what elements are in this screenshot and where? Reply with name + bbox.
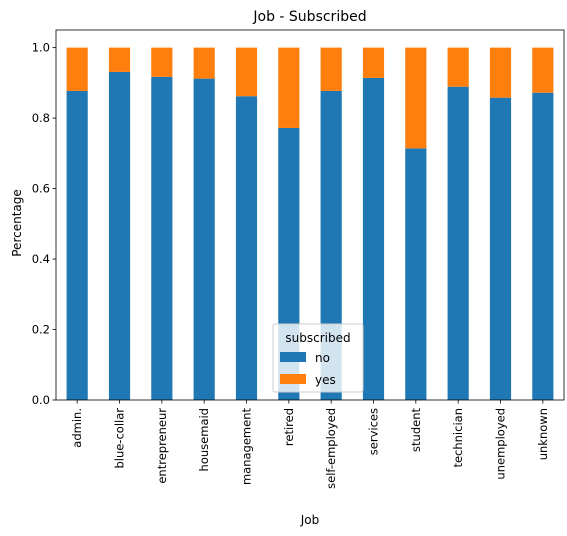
x-tick-label: blue-collar: [113, 408, 127, 469]
x-tick-label: unemployed: [494, 408, 508, 480]
bar-yes-services: [362, 47, 385, 78]
bar-yes-unknown: [532, 47, 554, 93]
y-tick-label: 0.6: [32, 182, 50, 196]
bars-layer: [66, 47, 554, 401]
x-axis-label: Job: [300, 513, 320, 527]
legend-title: subscribed: [285, 331, 350, 345]
bar-yes-self-employed: [320, 47, 342, 91]
bar-yes-admin: [66, 47, 88, 91]
bar-no-technician: [447, 86, 469, 400]
y-tick-label: 0.4: [32, 252, 50, 266]
y-axis-label: Percentage: [10, 189, 24, 257]
bar-no-management: [235, 96, 258, 400]
axes-layer: [55, 29, 565, 401]
bar-no-self-employed: [320, 90, 342, 401]
y-tick-label: 0.0: [32, 393, 50, 407]
x-tick-label: unknown: [536, 408, 550, 460]
x-tick-label: management: [240, 408, 254, 486]
x-tick-label: admin.: [70, 408, 84, 448]
bar-no-blue-collar: [108, 71, 131, 401]
legend-label-no: no: [315, 351, 330, 365]
bar-yes-student: [405, 47, 427, 149]
bar-yes-retired: [278, 47, 300, 128]
bar-yes-technician: [447, 47, 469, 87]
bar-yes-blue-collar: [108, 47, 131, 72]
legend-label-yes: yes: [315, 373, 336, 387]
bar-no-student: [405, 148, 427, 400]
bar-no-admin: [66, 90, 88, 401]
bar-no-housemaid: [193, 78, 215, 400]
bar-no-unknown: [532, 92, 554, 400]
chart-title: Job - Subscribed: [252, 9, 366, 25]
bar-yes-management: [235, 47, 258, 97]
x-tick-label: services: [367, 408, 381, 455]
x-tick-label: technician: [451, 408, 465, 468]
bar-no-unemployed: [489, 97, 512, 400]
bar-no-services: [362, 77, 385, 401]
y-tick-label: 0.2: [32, 323, 50, 337]
x-tick-label: retired: [282, 408, 296, 446]
bar-no-entrepreneur: [151, 76, 173, 401]
legend-swatch-no: [280, 352, 306, 362]
x-tick-label: self-employed: [324, 408, 338, 489]
plot-frame: [55, 29, 565, 401]
x-tick-label: entrepreneur: [155, 408, 169, 484]
x-tick-label: student: [409, 408, 423, 452]
ticks-layer: 0.0 0.2 0.4 0.6 0.8 1.0 admin. blue-collar entre…: [32, 41, 550, 489]
y-tick-label: 1.0: [32, 41, 50, 55]
bar-yes-unemployed: [489, 47, 512, 98]
legend: subscribed no yes: [272, 323, 364, 393]
y-tick-label: 0.8: [32, 111, 50, 125]
legend-swatch-yes: [280, 374, 306, 384]
bar-yes-housemaid: [193, 47, 215, 79]
x-tick-label: housemaid: [197, 408, 211, 471]
bar-yes-entrepreneur: [151, 47, 173, 77]
